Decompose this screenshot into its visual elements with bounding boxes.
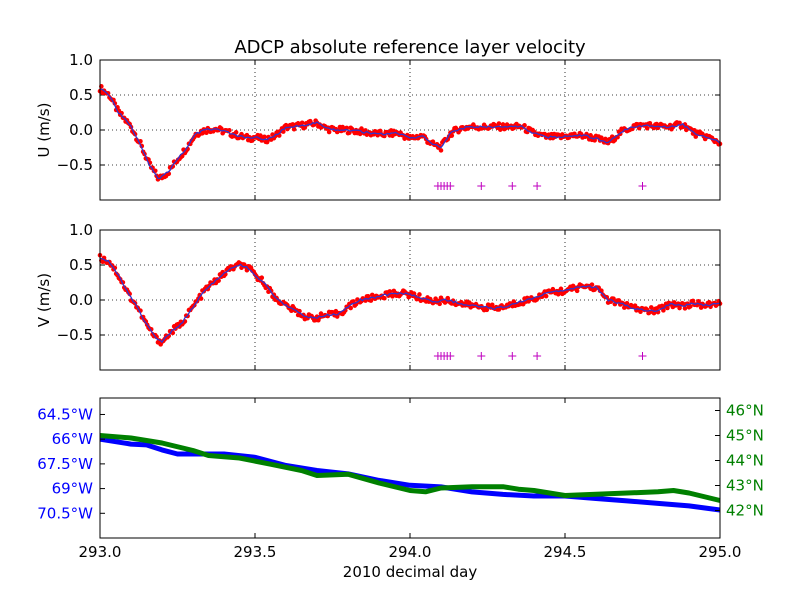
axes-frame	[99, 59, 721, 201]
latitude-tick-label: 46°N	[726, 402, 764, 420]
y-tick-label: 0.5	[69, 86, 93, 104]
latitude-tick-label: 44°N	[726, 452, 764, 470]
data-point	[651, 310, 657, 316]
y-tick-label: −0.5	[57, 156, 93, 174]
longitude-tick-label: 67.5°W	[37, 455, 93, 473]
y-tick-label: 0.0	[69, 121, 93, 139]
data-point	[638, 309, 643, 315]
data-point	[302, 125, 308, 130]
axes-frame	[99, 397, 721, 539]
plus-marker	[533, 352, 542, 360]
data-point	[348, 305, 353, 311]
data-point	[644, 125, 650, 131]
plus-marker	[638, 352, 647, 360]
data-point	[390, 294, 395, 299]
y-tick-label: 0.0	[69, 291, 93, 309]
u-panel: 1.0 0.5 0.0 −0.5	[57, 51, 723, 201]
data-point	[648, 305, 654, 310]
plus-marker	[638, 182, 647, 190]
chart-panels: 1.0 0.5 0.0 −0.5 1.0 0.5 0.0 −0.5 64.5°W 66°W 67.5…	[37, 51, 764, 561]
y-tick-label: −0.5	[57, 326, 93, 344]
data-point	[299, 120, 305, 126]
longitude-tick-label: 66°W	[52, 430, 94, 448]
x-tick-label: 293.0	[79, 543, 122, 561]
plus-marker	[508, 352, 517, 360]
data-point	[357, 131, 363, 137]
plus-marker	[533, 182, 542, 190]
data-point	[259, 275, 265, 281]
x-axis-label: 2010 decimal day	[343, 563, 478, 581]
x-tick-label: 293.5	[234, 543, 277, 561]
plus-marker	[446, 182, 455, 190]
smoothed-velocity-line	[99, 88, 721, 180]
data-point	[496, 121, 502, 126]
data-point	[291, 126, 297, 132]
data-point	[677, 305, 682, 311]
data-point	[437, 301, 442, 307]
data-point	[484, 307, 490, 313]
y-tick-label: 0.5	[69, 256, 93, 274]
plus-marker	[477, 182, 486, 190]
data-point	[105, 90, 111, 96]
data-point	[233, 130, 239, 135]
data-point	[624, 301, 630, 306]
data-point	[387, 289, 393, 294]
data-point	[449, 133, 455, 138]
data-point	[603, 136, 608, 142]
data-point	[677, 120, 682, 126]
v-panel: 1.0 0.5 0.0 −0.5	[57, 221, 723, 371]
data-point	[522, 123, 527, 128]
longitude-tick-label: 69°W	[52, 480, 94, 498]
v-axis-label: V (m/s)	[35, 273, 53, 327]
data-point	[197, 292, 203, 298]
position-panel: 64.5°W 66°W 67.5°W 69°W 70.5°W 46°N 45°N 44°N 43…	[37, 397, 764, 561]
x-tick-label: 294.5	[544, 543, 587, 561]
data-point	[682, 306, 688, 311]
x-tick-label: 295.0	[699, 543, 742, 561]
data-point	[604, 294, 610, 300]
latitude-line	[99, 433, 721, 503]
y-tick-label: 1.0	[69, 221, 93, 239]
data-point	[500, 122, 506, 127]
longitude-line	[99, 436, 721, 513]
data-point	[378, 128, 383, 134]
data-point	[368, 298, 374, 303]
data-point	[262, 134, 267, 140]
chart-title: ADCP absolute reference layer velocity	[234, 37, 586, 58]
data-point	[543, 293, 549, 299]
data-point	[574, 288, 580, 294]
longitude-tick-label: 70.5°W	[37, 504, 93, 522]
x-tick-label: 294.0	[389, 543, 432, 561]
data-point	[665, 305, 670, 311]
smoothed-velocity-line	[99, 257, 721, 344]
data-point	[661, 308, 666, 313]
plus-marker	[508, 182, 517, 190]
longitude-tick-label: 64.5°W	[37, 405, 93, 423]
data-point	[417, 292, 422, 297]
plus-marker	[446, 352, 455, 360]
plus-marker	[477, 352, 486, 360]
data-point	[589, 282, 595, 287]
data-point	[438, 148, 444, 153]
latitude-tick-label: 43°N	[726, 477, 764, 495]
y-tick-label: 1.0	[69, 51, 93, 69]
data-point	[382, 295, 387, 301]
data-point	[326, 129, 332, 135]
u-axis-label: U (m/s)	[35, 103, 53, 158]
axes-frame	[99, 229, 721, 371]
data-point	[558, 286, 564, 292]
latitude-tick-label: 45°N	[726, 427, 764, 445]
data-point	[690, 298, 696, 304]
latitude-tick-label: 42°N	[726, 502, 764, 520]
data-point	[365, 294, 371, 299]
